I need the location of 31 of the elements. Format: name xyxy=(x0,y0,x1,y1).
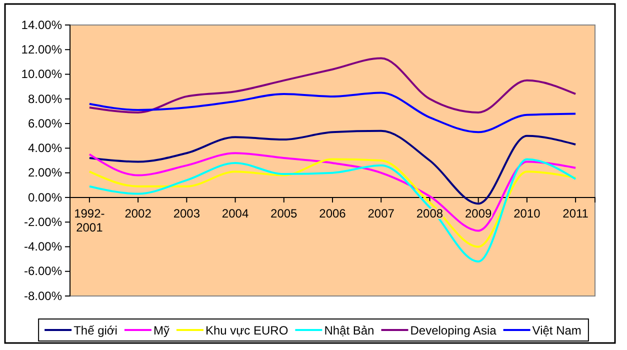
x-tick-label: 2002 xyxy=(124,206,152,220)
y-tick-label: -2.00% xyxy=(24,214,62,229)
y-tick-label: -8.00% xyxy=(24,288,62,303)
x-tick-label: 1992-2001 xyxy=(74,206,105,234)
legend-label: Khu vực EURO xyxy=(205,324,288,338)
x-tick-label: 2004 xyxy=(222,206,249,220)
x-tick-label: 2011 xyxy=(562,206,589,220)
x-tick-label: 2003 xyxy=(173,206,200,220)
y-tick-label: 2.00% xyxy=(28,166,62,180)
y-tick-label: 8.00% xyxy=(28,92,62,106)
y-tick-label: 0.00% xyxy=(28,190,62,204)
legend-label: Mỹ xyxy=(153,324,170,338)
line-series xyxy=(88,57,577,114)
x-tick-label: 2007 xyxy=(368,206,395,220)
y-tick-label: -4.00% xyxy=(24,240,62,254)
y-tick-label: -6.00% xyxy=(24,264,62,278)
line-series xyxy=(88,92,577,134)
y-tick-label: 10.00% xyxy=(21,67,62,82)
y-tick-label: 14.00% xyxy=(21,18,62,32)
y-tick-label: 12.00% xyxy=(21,42,62,56)
y-tick-label: 6.00% xyxy=(28,116,62,130)
legend-label: Việt Nam xyxy=(532,324,582,338)
line-series xyxy=(88,130,577,205)
legend-label: Thế giới xyxy=(74,324,118,338)
legend-label: Developing Asia xyxy=(410,324,497,338)
x-tick-label: 2006 xyxy=(319,206,346,220)
x-tick-label: 2010 xyxy=(514,206,541,220)
x-tick-label: 2005 xyxy=(270,206,298,220)
y-tick-label: 4.00% xyxy=(28,141,62,156)
x-tick-label: 2009 xyxy=(464,206,492,220)
legend-label: Nhật Bản xyxy=(324,324,374,338)
